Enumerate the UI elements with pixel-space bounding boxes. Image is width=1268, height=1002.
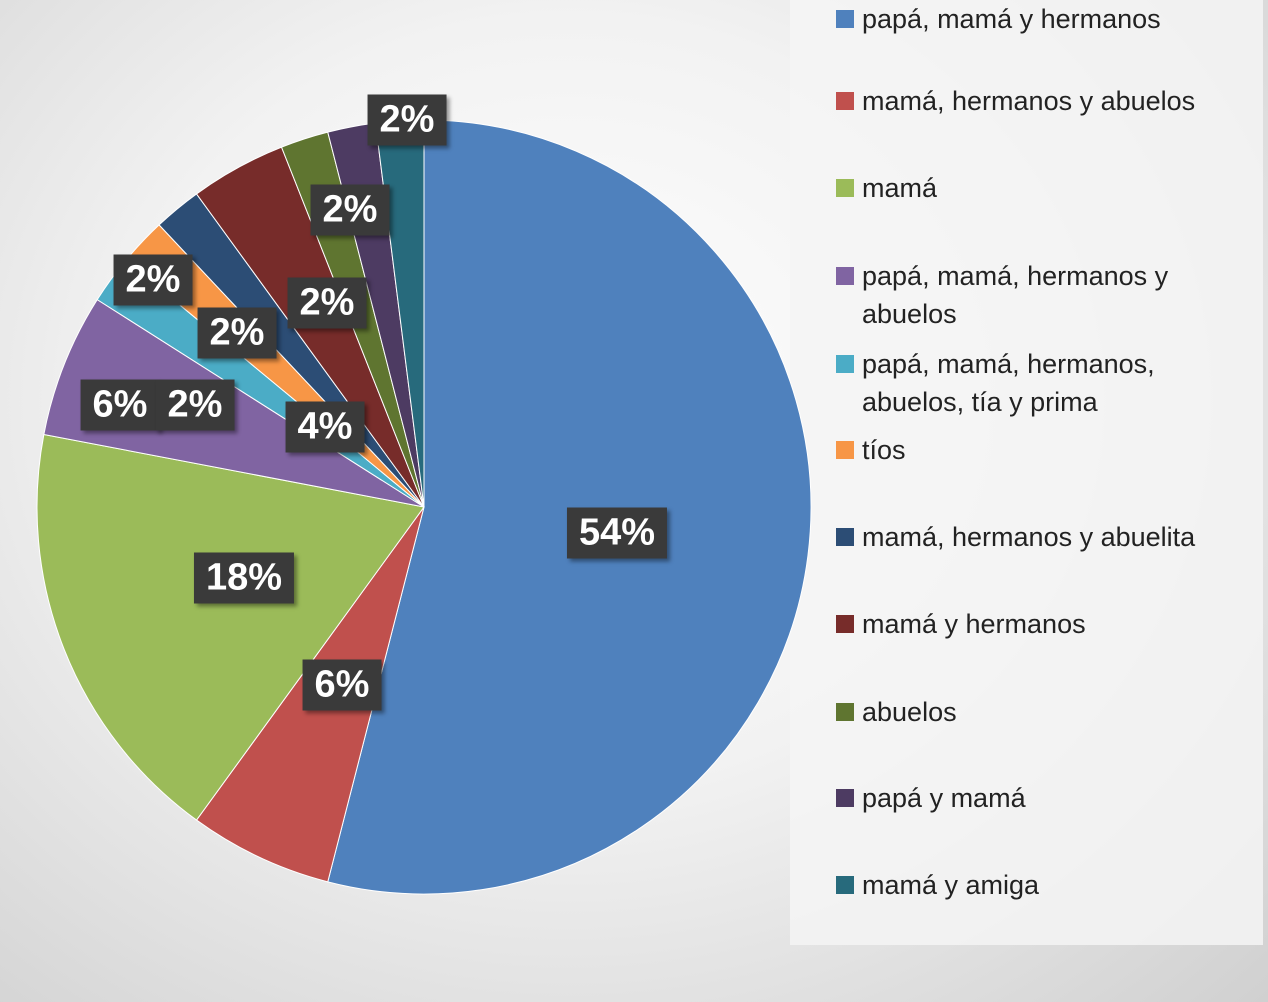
legend-swatch — [836, 267, 854, 285]
legend-swatch — [836, 92, 854, 110]
data-label: 4% — [285, 401, 365, 453]
legend-item: mamá, hermanos y abuelos — [836, 82, 1227, 120]
legend-item: abuelos — [836, 693, 1227, 731]
data-label: 18% — [193, 552, 295, 604]
legend-label: mamá — [862, 173, 938, 203]
legend-label: papá, mamá, hermanos y abuelos — [862, 261, 1169, 329]
data-label: 6% — [80, 379, 160, 431]
legend-swatch — [836, 179, 854, 197]
legend-swatch — [836, 789, 854, 807]
legend-item: tíos — [836, 431, 1227, 469]
legend-label: papá, mamá, hermanos, abuelos, tía y pri… — [862, 349, 1155, 417]
legend-item: mamá — [836, 169, 1227, 207]
data-label: 6% — [302, 659, 382, 711]
data-label: 54% — [566, 507, 668, 559]
legend-swatch — [836, 615, 854, 633]
legend-swatch — [836, 10, 854, 28]
legend-item: papá, mamá, hermanos, abuelos, tía y pri… — [836, 345, 1227, 421]
legend-swatch — [836, 528, 854, 546]
pie-slice — [327, 119, 812, 895]
legend-swatch — [836, 441, 854, 459]
legend-label: papá y mamá — [862, 783, 1026, 813]
data-label: 2% — [287, 277, 367, 329]
legend-item: papá, mamá, hermanos y abuelos — [836, 257, 1227, 333]
legend-item: mamá y amiga — [836, 866, 1227, 904]
legend-label: abuelos — [862, 697, 957, 727]
legend-label: mamá, hermanos y abuelos — [862, 86, 1196, 116]
data-label: 2% — [155, 379, 235, 431]
legend-label: tíos — [862, 435, 906, 465]
legend-label: mamá y hermanos — [862, 609, 1086, 639]
legend-item: mamá, hermanos y abuelita — [836, 518, 1227, 556]
legend-item: papá y mamá — [836, 779, 1227, 817]
pie-slice — [36, 433, 425, 821]
legend-swatch — [836, 876, 854, 894]
legend-label: mamá y amiga — [862, 870, 1040, 900]
legend-item: papá, mamá y hermanos — [836, 0, 1227, 38]
data-label: 2% — [197, 307, 277, 359]
data-label: 2% — [367, 94, 447, 146]
legend-swatch — [836, 355, 854, 373]
data-label: 2% — [113, 254, 193, 306]
legend-panel — [790, 0, 1263, 945]
data-label: 2% — [310, 184, 390, 236]
legend-swatch — [836, 703, 854, 721]
legend-label: papá, mamá y hermanos — [862, 4, 1161, 34]
legend-item: mamá y hermanos — [836, 605, 1227, 643]
legend-label: mamá, hermanos y abuelita — [862, 522, 1196, 552]
